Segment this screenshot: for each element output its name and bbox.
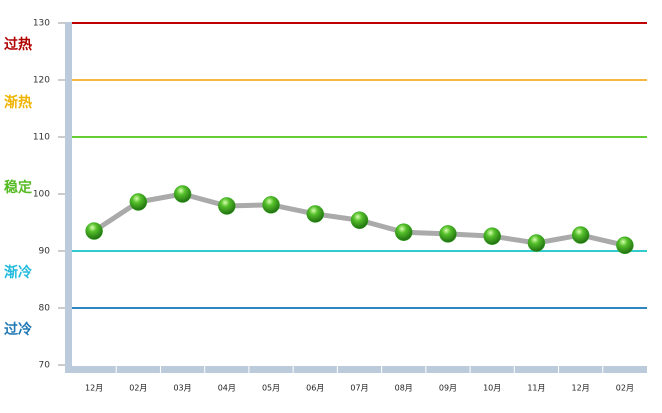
point: [439, 225, 457, 243]
x-tick-label: 03月: [173, 384, 191, 393]
y-tick-label: 130: [33, 19, 50, 29]
y-tick-label: 80: [39, 304, 51, 314]
y-tick-label: 100: [33, 190, 50, 200]
x-tick-label: 09月: [439, 384, 457, 393]
x-tick-label: 04月: [218, 384, 236, 393]
point: [129, 193, 148, 211]
point: [527, 234, 546, 252]
point: [85, 222, 103, 240]
x-tick-label: 02月: [616, 384, 634, 393]
y-axis-bar: [65, 22, 72, 372]
zone-label: 过热: [4, 36, 32, 53]
point: [218, 197, 236, 215]
y-tick-label: 120: [33, 76, 50, 86]
x-tick-label: 12月: [572, 384, 590, 393]
x-tick-label: 06月: [306, 384, 324, 393]
x-tick-label: 05月: [262, 384, 280, 393]
x-tick-label: 10月: [483, 384, 501, 393]
zone-label: 稳定: [4, 179, 32, 196]
y-tick-label: 110: [33, 133, 50, 143]
point: [571, 226, 590, 244]
point: [616, 236, 634, 255]
x-tick-label: 02月: [129, 384, 147, 393]
point: [262, 196, 280, 214]
y-tick-label: 70: [39, 361, 51, 371]
x-tick-label: 11月: [527, 384, 545, 393]
point: [394, 223, 413, 241]
x-axis-bar: [65, 366, 647, 373]
point: [173, 185, 192, 203]
zone-label: 渐冷: [4, 264, 32, 281]
x-tick-label: 12月: [85, 384, 103, 393]
y-tick-label: 90: [39, 247, 51, 257]
point: [306, 205, 325, 223]
zone-label: 渐热: [4, 94, 32, 111]
point: [483, 227, 501, 245]
x-tick-label: 07月: [350, 384, 368, 393]
point: [350, 211, 369, 229]
x-tick-label: 08月: [395, 384, 413, 393]
zone-label: 过冷: [4, 321, 32, 338]
